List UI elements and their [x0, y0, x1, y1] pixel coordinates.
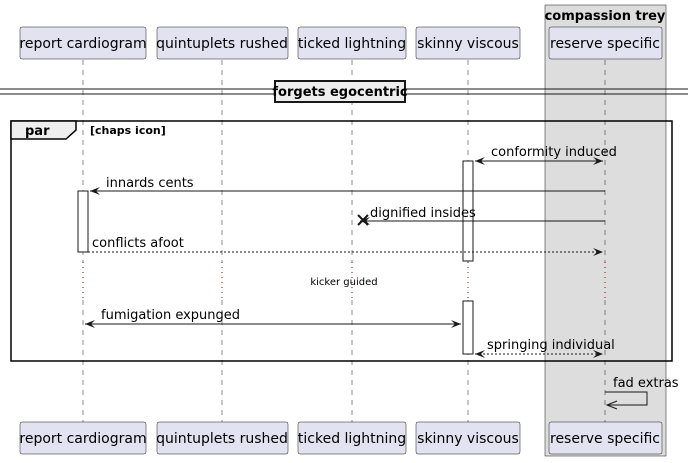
- message-label: innards cents: [106, 176, 194, 191]
- message-label: conformity induced: [491, 145, 617, 160]
- participant-ticked-lightning-top[interactable]: ticked lightning: [297, 26, 407, 60]
- activation-skinny-viscous-1: [462, 160, 474, 262]
- participant-label: report cardiogram: [19, 431, 146, 447]
- participant-group-box: [544, 4, 667, 457]
- message-dignified-insides: dignified insides: [357, 206, 605, 226]
- activation-skinny-viscous-2: [462, 300, 474, 355]
- participant-report-cardiogram-top[interactable]: report cardiogram: [19, 26, 147, 60]
- message-label: fad extras: [613, 376, 679, 391]
- message-fumigation-expunged: fumigation expunged: [85, 308, 461, 328]
- destroy-x-icon: [357, 214, 369, 226]
- participant-ticked-lightning-bottom[interactable]: ticked lightning: [297, 421, 407, 455]
- activation-report-cardiogram: [77, 190, 89, 253]
- message-fad-extras: fad extras: [605, 376, 679, 410]
- participant-label: skinny viscous: [417, 36, 519, 52]
- divider-label: forgets egocentric: [272, 85, 407, 100]
- participant-skinny-viscous-bottom[interactable]: skinny viscous: [415, 421, 521, 455]
- participant-label: report cardiogram: [19, 36, 146, 52]
- par-fragment: par [chaps icon]: [10, 120, 673, 362]
- divider: forgets egocentric: [0, 80, 688, 103]
- participant-label: quintuplets rushed: [156, 36, 288, 52]
- message-label: conflicts afoot: [92, 236, 184, 251]
- participant-quintuplets-rushed-bottom[interactable]: quintuplets rushed: [156, 421, 289, 455]
- participant-label: ticked lightning: [298, 431, 406, 447]
- message-conformity-induced: conformity induced: [475, 145, 617, 165]
- message-innards-cents: innards cents: [90, 176, 605, 195]
- participant-label: reserve specific: [550, 431, 660, 447]
- message-label: springing individual: [487, 338, 615, 353]
- participant-reserve-specific-bottom[interactable]: reserve specific: [548, 421, 663, 455]
- participant-quintuplets-rushed-top[interactable]: quintuplets rushed: [156, 26, 289, 60]
- participant-report-cardiogram-bottom[interactable]: report cardiogram: [19, 421, 147, 455]
- message-conflicts-afoot: conflicts afoot: [88, 236, 603, 256]
- participant-label: quintuplets rushed: [156, 431, 288, 447]
- participant-label: reserve specific: [550, 36, 660, 52]
- participant-skinny-viscous-top[interactable]: skinny viscous: [415, 26, 521, 60]
- participant-label: ticked lightning: [298, 36, 406, 52]
- participant-label: skinny viscous: [417, 431, 519, 447]
- group-title: compassion trey: [545, 9, 666, 24]
- participant-reserve-specific-top[interactable]: reserve specific: [548, 26, 663, 60]
- message-label: dignified insides: [370, 206, 476, 221]
- fragment-keyword: par: [25, 124, 50, 139]
- message-label: fumigation expunged: [101, 308, 240, 323]
- message-springing-individual: springing individual: [475, 338, 615, 358]
- fragment-condition: [chaps icon]: [90, 124, 166, 137]
- delay-label: kicker guided: [310, 277, 377, 288]
